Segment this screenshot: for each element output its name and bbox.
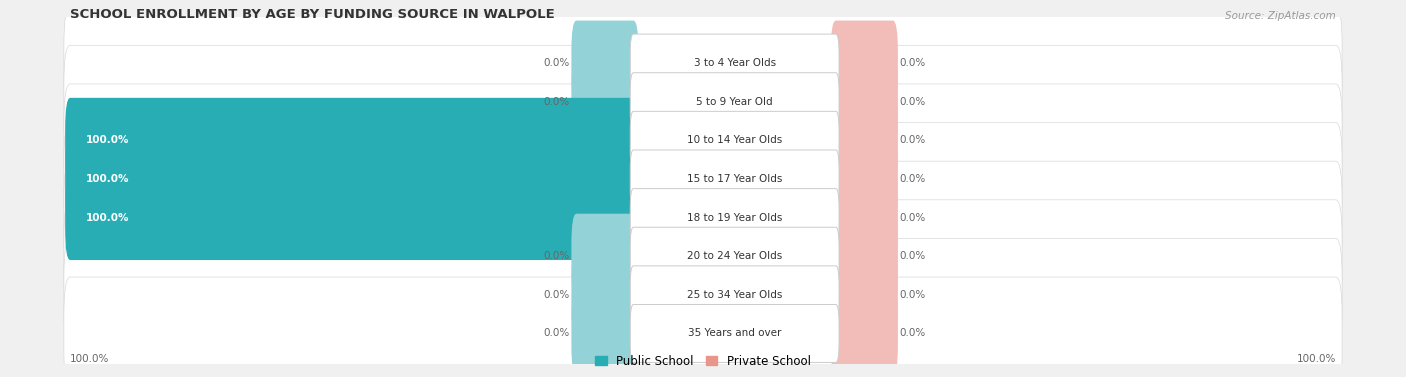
Text: 0.0%: 0.0% xyxy=(900,174,925,184)
Text: Source: ZipAtlas.com: Source: ZipAtlas.com xyxy=(1225,11,1336,21)
FancyBboxPatch shape xyxy=(63,84,1343,197)
Text: 100.0%: 100.0% xyxy=(86,174,129,184)
FancyBboxPatch shape xyxy=(630,305,839,362)
FancyBboxPatch shape xyxy=(630,150,839,208)
FancyBboxPatch shape xyxy=(63,161,1343,274)
Text: 100.0%: 100.0% xyxy=(86,213,129,222)
FancyBboxPatch shape xyxy=(630,73,839,131)
FancyBboxPatch shape xyxy=(65,136,638,221)
FancyBboxPatch shape xyxy=(630,34,839,92)
Text: 0.0%: 0.0% xyxy=(544,97,569,107)
Text: 5 to 9 Year Old: 5 to 9 Year Old xyxy=(696,97,773,107)
Text: 0.0%: 0.0% xyxy=(900,58,925,68)
FancyBboxPatch shape xyxy=(63,200,1343,313)
Text: SCHOOL ENROLLMENT BY AGE BY FUNDING SOURCE IN WALPOLE: SCHOOL ENROLLMENT BY AGE BY FUNDING SOUR… xyxy=(70,8,555,21)
FancyBboxPatch shape xyxy=(831,252,898,337)
Text: 0.0%: 0.0% xyxy=(544,58,569,68)
Text: 35 Years and over: 35 Years and over xyxy=(688,328,782,339)
Text: 0.0%: 0.0% xyxy=(900,97,925,107)
Text: 0.0%: 0.0% xyxy=(900,213,925,222)
FancyBboxPatch shape xyxy=(831,59,898,144)
Text: 0.0%: 0.0% xyxy=(900,251,925,261)
Legend: Public School, Private School: Public School, Private School xyxy=(591,350,815,372)
Text: 18 to 19 Year Olds: 18 to 19 Year Olds xyxy=(688,213,782,222)
Text: 15 to 17 Year Olds: 15 to 17 Year Olds xyxy=(688,174,782,184)
FancyBboxPatch shape xyxy=(63,277,1343,377)
FancyBboxPatch shape xyxy=(630,266,839,324)
FancyBboxPatch shape xyxy=(63,123,1343,235)
FancyBboxPatch shape xyxy=(63,45,1343,158)
FancyBboxPatch shape xyxy=(571,59,638,144)
Text: 3 to 4 Year Olds: 3 to 4 Year Olds xyxy=(693,58,776,68)
Text: 0.0%: 0.0% xyxy=(544,290,569,300)
FancyBboxPatch shape xyxy=(831,98,898,183)
FancyBboxPatch shape xyxy=(831,136,898,221)
Text: 10 to 14 Year Olds: 10 to 14 Year Olds xyxy=(688,135,782,145)
FancyBboxPatch shape xyxy=(630,188,839,247)
Text: 100.0%: 100.0% xyxy=(1296,354,1336,363)
FancyBboxPatch shape xyxy=(630,111,839,169)
FancyBboxPatch shape xyxy=(65,175,638,260)
Text: 20 to 24 Year Olds: 20 to 24 Year Olds xyxy=(688,251,782,261)
FancyBboxPatch shape xyxy=(831,175,898,260)
FancyBboxPatch shape xyxy=(831,21,898,106)
FancyBboxPatch shape xyxy=(630,227,839,285)
Text: 0.0%: 0.0% xyxy=(544,251,569,261)
FancyBboxPatch shape xyxy=(831,291,898,376)
Text: 0.0%: 0.0% xyxy=(544,328,569,339)
Text: 0.0%: 0.0% xyxy=(900,135,925,145)
Text: 100.0%: 100.0% xyxy=(70,354,110,363)
FancyBboxPatch shape xyxy=(63,7,1343,120)
Text: 0.0%: 0.0% xyxy=(900,328,925,339)
FancyBboxPatch shape xyxy=(571,291,638,376)
FancyBboxPatch shape xyxy=(65,98,638,183)
FancyBboxPatch shape xyxy=(571,214,638,299)
FancyBboxPatch shape xyxy=(63,238,1343,351)
FancyBboxPatch shape xyxy=(831,214,898,299)
Text: 25 to 34 Year Olds: 25 to 34 Year Olds xyxy=(688,290,782,300)
Text: 0.0%: 0.0% xyxy=(900,290,925,300)
FancyBboxPatch shape xyxy=(571,21,638,106)
FancyBboxPatch shape xyxy=(571,252,638,337)
Text: 100.0%: 100.0% xyxy=(86,135,129,145)
